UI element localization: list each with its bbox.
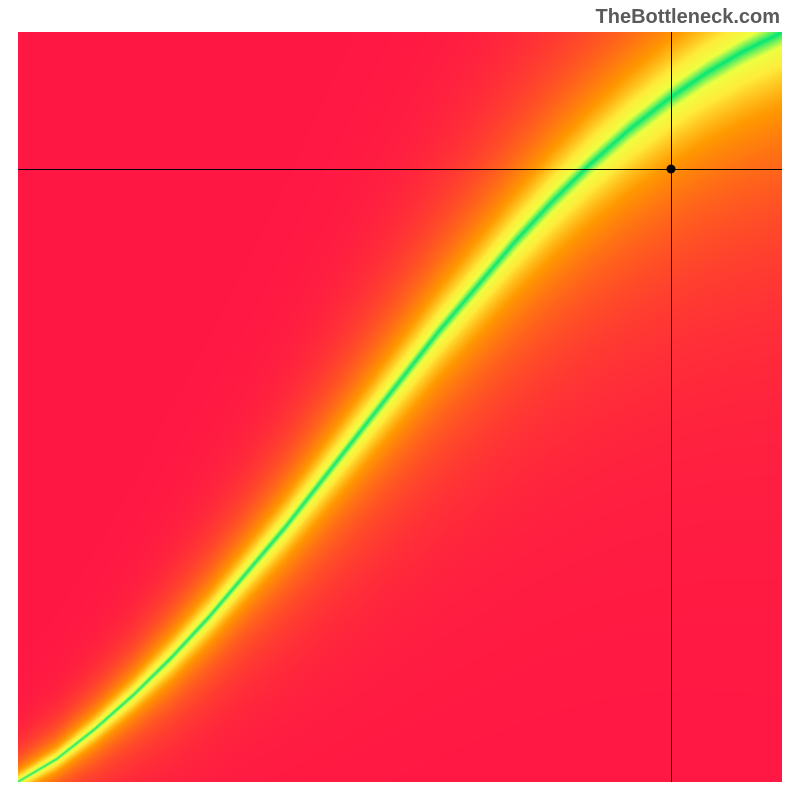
heatmap-chart bbox=[18, 32, 782, 782]
watermark-text: TheBottleneck.com bbox=[596, 6, 780, 29]
marker-dot bbox=[667, 164, 676, 173]
heatmap-canvas bbox=[18, 32, 782, 782]
crosshair-vertical bbox=[671, 32, 672, 782]
